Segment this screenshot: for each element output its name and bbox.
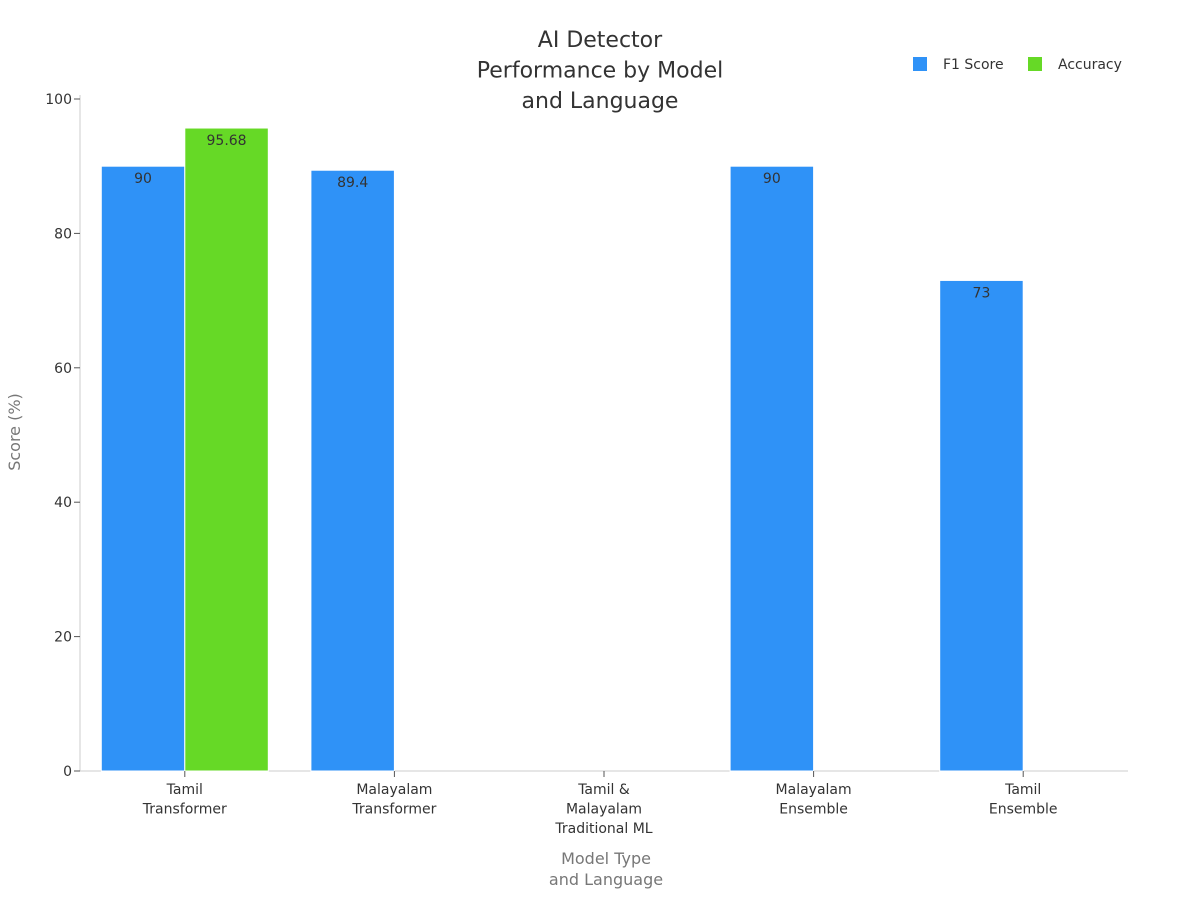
x-tick-label: Transformer [351, 802, 436, 818]
legend-label: F1 Score [943, 57, 1004, 73]
x-tick-label: Traditional ML [554, 821, 652, 837]
data-label: 89.4 [337, 175, 368, 191]
bar-f1-score [729, 165, 815, 772]
y-axis-label: Score (%) [5, 393, 24, 471]
bar-f1-score [100, 165, 186, 772]
x-tick-label: Malayalam [566, 802, 642, 818]
legend-label: Accuracy [1058, 57, 1122, 73]
bar-f1-score [310, 169, 395, 772]
y-tick-label: 80 [54, 226, 72, 242]
bar-accuracy [184, 127, 269, 772]
y-tick-label: 100 [45, 92, 72, 108]
data-label: 73 [973, 285, 991, 301]
chart-title: AI Detector [538, 28, 663, 53]
bar-f1-score [939, 279, 1024, 772]
x-tick-label: Transformer [142, 802, 227, 818]
x-tick-label: Ensemble [989, 802, 1058, 818]
x-axis-label: and Language [549, 870, 663, 889]
x-axis-label: Model Type [561, 849, 651, 868]
x-tick-label: Tamil [1004, 782, 1041, 798]
chart-title: Performance by Model [477, 59, 723, 84]
x-tick-label: Malayalam [356, 782, 432, 798]
chart-title: and Language [522, 89, 679, 114]
y-tick-label: 20 [54, 630, 72, 646]
x-tick-label: Tamil & [577, 782, 630, 798]
data-label: 90 [763, 171, 781, 187]
legend-swatch [1028, 57, 1042, 71]
y-tick-label: 0 [63, 764, 72, 780]
y-tick-label: 60 [54, 361, 72, 377]
y-tick-label: 40 [54, 495, 72, 511]
data-label: 90 [134, 171, 152, 187]
x-tick-label: Tamil [166, 782, 203, 798]
x-tick-label: Ensemble [779, 802, 848, 818]
data-label: 95.68 [207, 133, 247, 149]
legend-swatch [913, 57, 927, 71]
x-tick-label: Malayalam [776, 782, 852, 798]
